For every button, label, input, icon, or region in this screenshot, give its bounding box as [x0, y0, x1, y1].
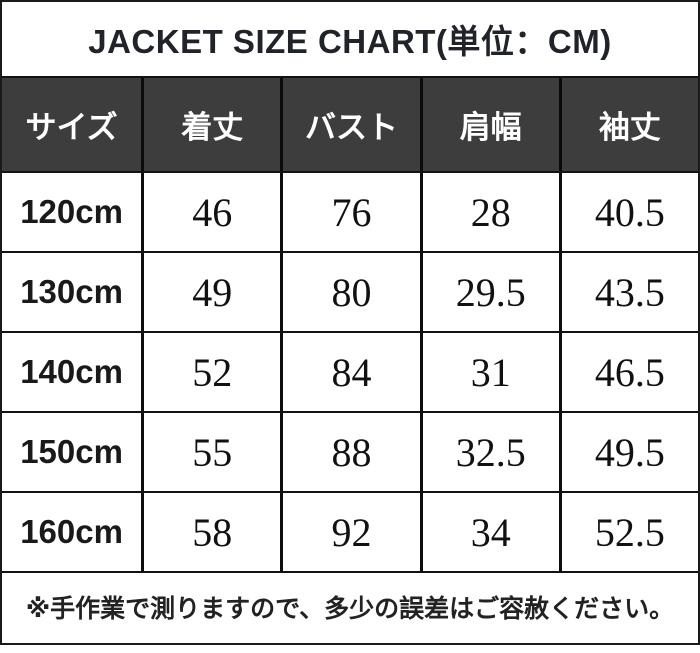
- size-cell: 130cm: [20, 273, 123, 310]
- value-cell: 49.5: [558, 413, 698, 491]
- value-cell: 76: [280, 173, 419, 251]
- table-header-row: サイズ 着丈 バスト 肩幅 袖丈: [2, 76, 698, 171]
- table-row: 130cm 49 80 29.5 43.5: [2, 251, 698, 331]
- value-cell: 31: [419, 333, 559, 411]
- value-cell: 52.5: [558, 493, 698, 571]
- value-cell: 80: [280, 253, 419, 331]
- value-cell: 49: [141, 253, 280, 331]
- value-cell: 46.5: [558, 333, 698, 411]
- value-cell: 43.5: [558, 253, 698, 331]
- size-cell: 160cm: [20, 513, 123, 550]
- header-cell-shoulder: 肩幅: [419, 78, 559, 171]
- value-cell: 92: [280, 493, 419, 571]
- title-bar: JACKET SIZE CHART(単位：CM): [2, 2, 698, 76]
- value-cell: 40.5: [558, 173, 698, 251]
- value-cell: 34: [419, 493, 559, 571]
- value-cell: 32.5: [419, 413, 559, 491]
- table-row: 150cm 55 88 32.5 49.5: [2, 411, 698, 491]
- value-cell: 88: [280, 413, 419, 491]
- header-cell-length: 着丈: [141, 78, 280, 171]
- size-cell: 120cm: [20, 193, 123, 230]
- page-title: JACKET SIZE CHART(単位：CM): [88, 23, 612, 60]
- value-cell: 46: [141, 173, 280, 251]
- table-row: 120cm 46 76 28 40.5: [2, 171, 698, 251]
- header-cell-size: サイズ: [25, 110, 118, 145]
- value-cell: 52: [141, 333, 280, 411]
- header-cell-sleeve: 袖丈: [558, 78, 698, 171]
- size-cell: 140cm: [20, 353, 123, 390]
- disclaimer-note: ※手作業で測りますので、多少の誤差はご容赦ください。: [25, 595, 675, 623]
- size-cell: 150cm: [20, 433, 123, 470]
- value-cell: 58: [141, 493, 280, 571]
- value-cell: 84: [280, 333, 419, 411]
- table-row: 140cm 52 84 31 46.5: [2, 331, 698, 411]
- table-row: 160cm 58 92 34 52.5: [2, 491, 698, 571]
- value-cell: 28: [419, 173, 559, 251]
- header-cell-bust: バスト: [280, 78, 419, 171]
- footer-note-bar: ※手作業で測りますので、多少の誤差はご容赦ください。: [2, 571, 698, 641]
- value-cell: 29.5: [419, 253, 559, 331]
- value-cell: 55: [141, 413, 280, 491]
